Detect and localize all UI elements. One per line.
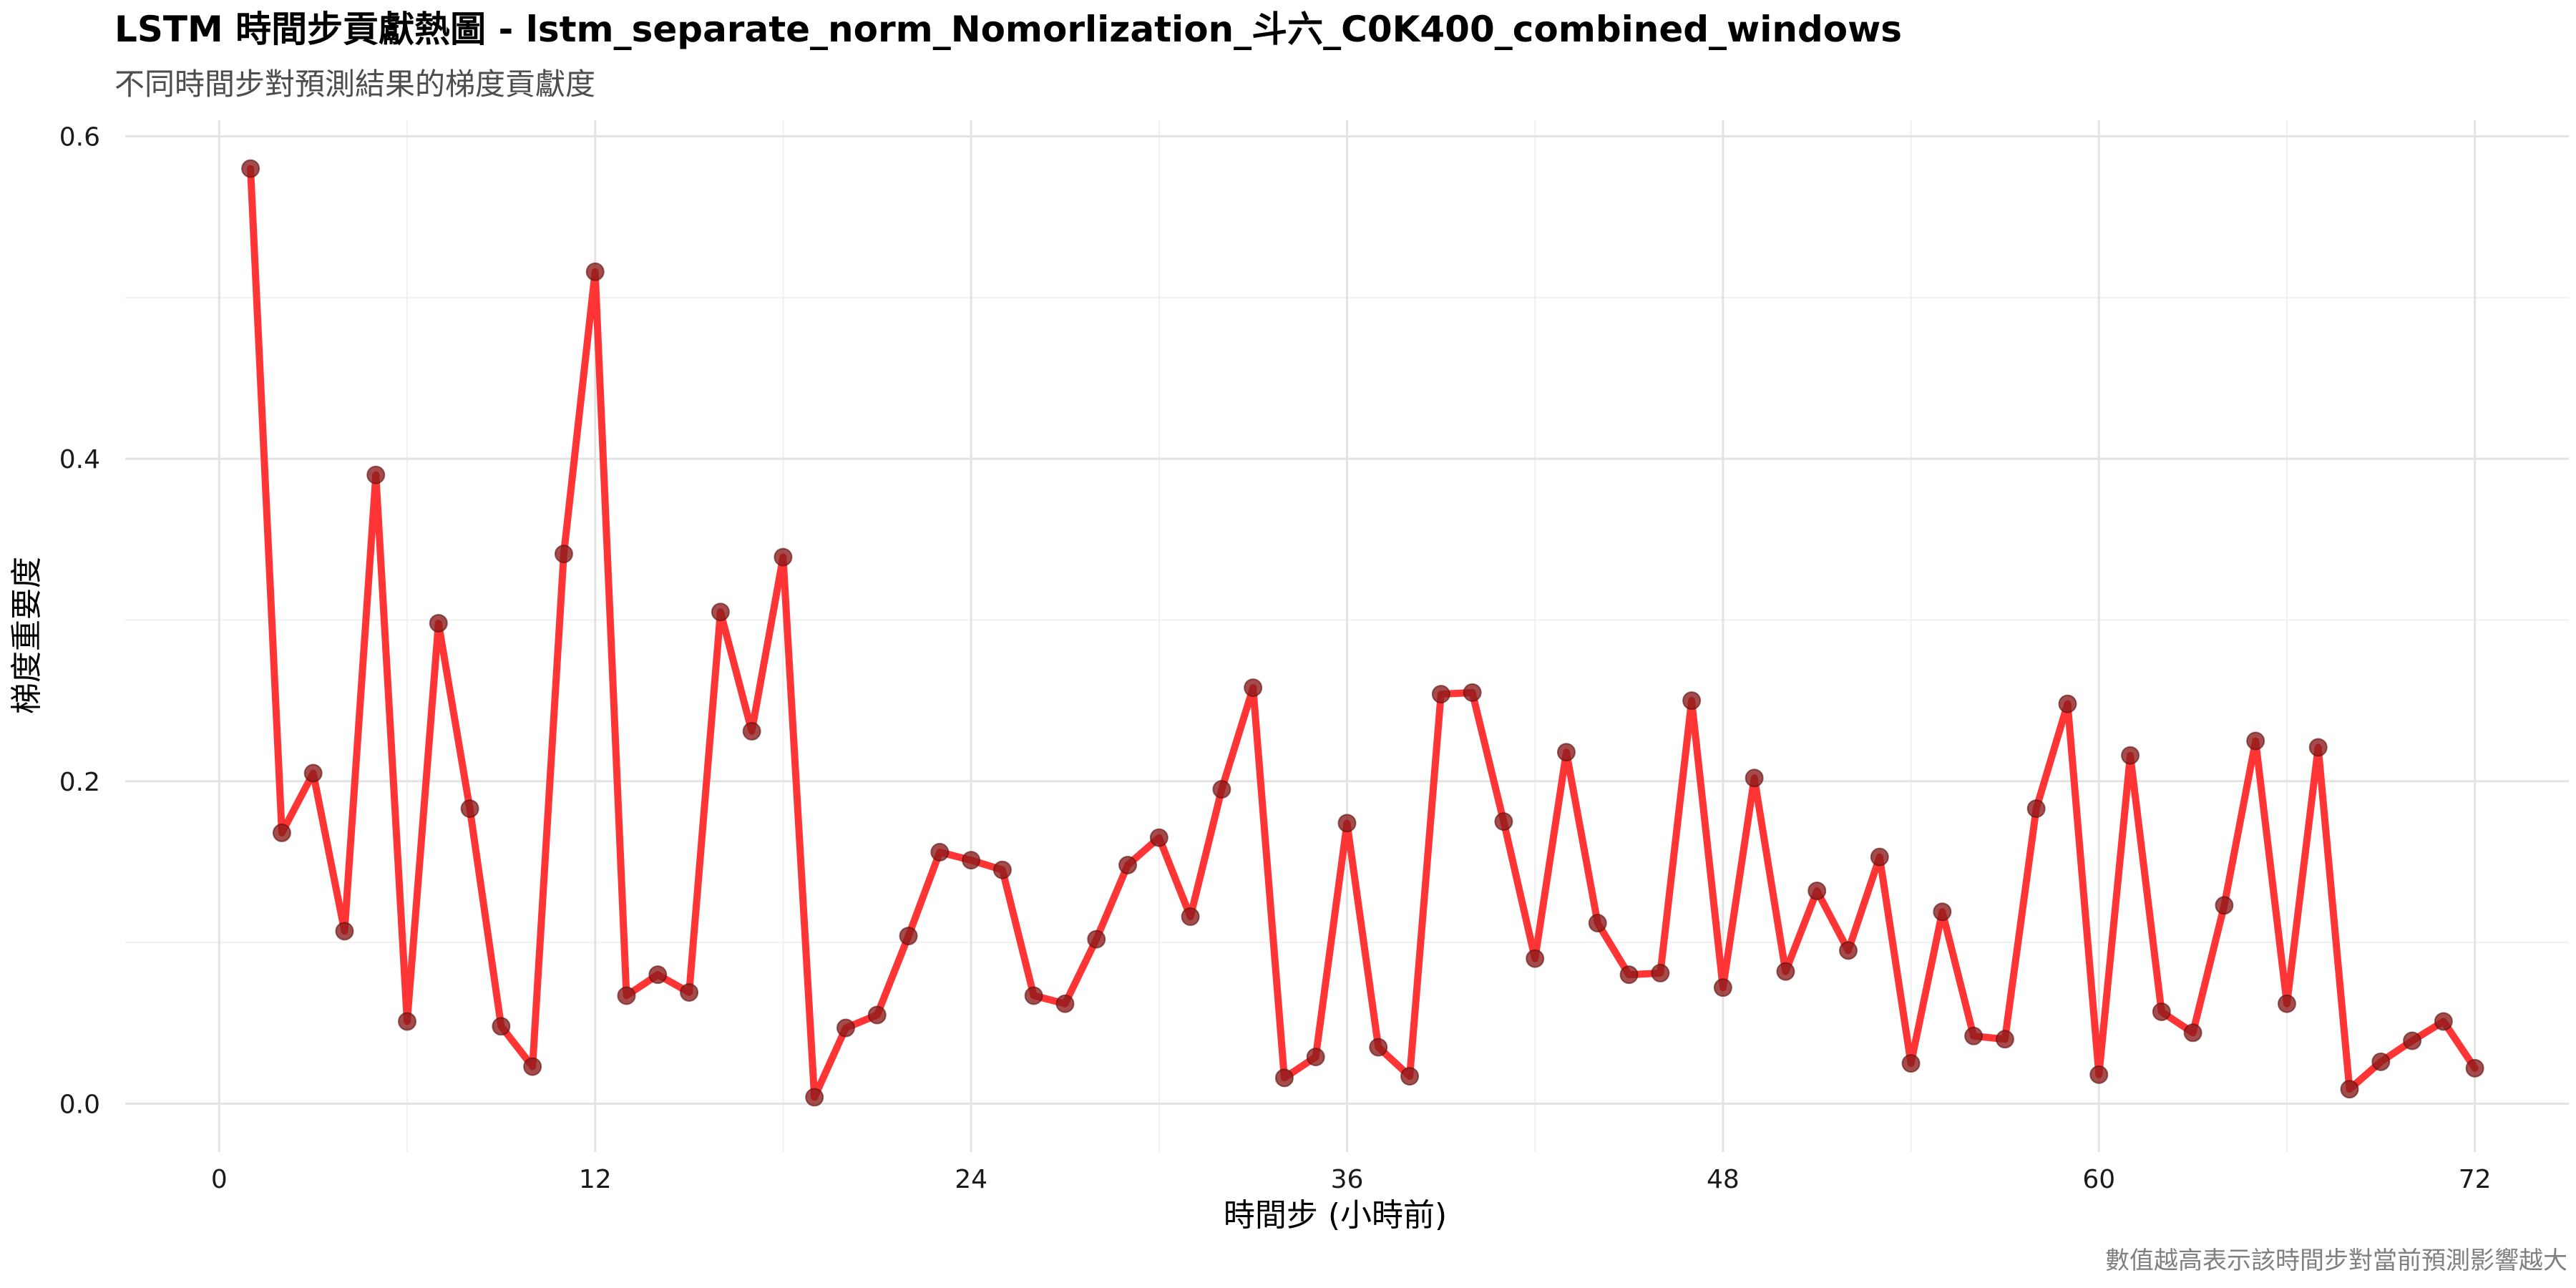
data-point — [2371, 1052, 2391, 1071]
series-layer — [241, 159, 2484, 1107]
data-point — [366, 465, 386, 484]
data-point — [1588, 914, 1607, 933]
data-point — [272, 823, 291, 842]
data-point — [1149, 828, 1169, 847]
data-point — [1682, 691, 1702, 711]
x-tick-label: 36 — [1331, 1165, 1364, 1194]
data-point — [1526, 949, 1545, 968]
data-point — [2089, 1065, 2109, 1084]
data-point — [1839, 941, 1858, 960]
data-point — [867, 1005, 887, 1025]
data-point — [2058, 694, 2077, 713]
data-point — [1055, 994, 1075, 1013]
data-point — [1901, 1054, 1921, 1073]
data-point — [1463, 683, 1482, 702]
x-tick-label: 12 — [579, 1165, 612, 1194]
x-tick-label: 72 — [2459, 1165, 2492, 1194]
data-point — [2183, 1023, 2202, 1043]
data-point — [303, 763, 323, 783]
data-point — [585, 262, 605, 281]
data-point — [2026, 799, 2046, 819]
data-point — [1431, 685, 1450, 704]
data-point — [460, 799, 479, 819]
data-point — [2434, 1012, 2453, 1031]
data-point — [1118, 855, 1138, 874]
data-point — [711, 602, 730, 622]
chart-subtitle: 不同時間步對預測結果的梯度貢獻度 — [114, 67, 595, 102]
data-point — [1212, 780, 1231, 799]
data-point — [2403, 1031, 2422, 1050]
data-point — [2246, 731, 2265, 751]
data-point — [774, 547, 793, 567]
data-point — [429, 613, 448, 633]
data-point — [1306, 1048, 1325, 1067]
data-point — [1776, 962, 1795, 981]
data-point — [680, 982, 699, 1002]
data-point — [1400, 1067, 1420, 1086]
axis-layer: 0 12 24 36 48 60 72 0.0 0.2 0.4 0.6 — [59, 123, 2492, 1194]
data-point — [1651, 963, 1670, 982]
data-point — [1870, 847, 1889, 867]
data-point — [805, 1088, 824, 1107]
data-point — [241, 159, 260, 178]
data-point — [1024, 986, 1043, 1005]
data-point — [2215, 896, 2234, 915]
data-point — [2121, 746, 2140, 765]
data-point — [930, 842, 950, 862]
data-point — [899, 927, 918, 946]
data-point — [742, 721, 761, 741]
data-point — [2152, 1002, 2171, 1021]
data-point — [1244, 678, 1263, 698]
data-point — [398, 1012, 417, 1031]
data-point — [2340, 1080, 2359, 1099]
data-point — [1556, 743, 1576, 762]
data-point — [1337, 814, 1357, 833]
data-point — [1964, 1026, 1984, 1045]
data-point — [836, 1018, 855, 1038]
data-point — [648, 965, 668, 985]
gradient-importance-line — [247, 165, 2479, 1101]
data-point — [962, 851, 981, 870]
data-point — [1369, 1038, 1388, 1057]
x-tick-label: 60 — [2082, 1165, 2115, 1194]
text-layer: LSTM 時間步貢獻熱圖 - lstm_separate_norm_Nomorl… — [9, 9, 2567, 1275]
y-tick-label: 0.2 — [59, 768, 100, 797]
data-point — [1933, 902, 1952, 922]
y-tick-label: 0.4 — [59, 445, 100, 474]
data-point — [1995, 1030, 2014, 1049]
data-point — [1713, 978, 1732, 997]
x-tick-label: 0 — [211, 1165, 228, 1194]
data-point — [992, 860, 1012, 879]
chart-caption: 數值越高表示該時間步對當前預測影響越大 — [2105, 1246, 2567, 1275]
data-point — [2465, 1058, 2484, 1078]
y-tick-label: 0.6 — [59, 123, 100, 152]
x-tick-label: 24 — [955, 1165, 987, 1194]
y-axis-label: 梯度重要度 — [9, 557, 45, 714]
data-point — [1494, 812, 1513, 831]
data-point — [554, 545, 573, 564]
x-tick-label: 48 — [1707, 1165, 1740, 1194]
data-point — [2277, 994, 2296, 1013]
data-point — [1087, 930, 1106, 949]
data-point — [2308, 738, 2328, 757]
data-point — [1619, 965, 1639, 985]
data-point — [1274, 1068, 1294, 1088]
x-axis-label: 時間步 (小時前) — [1224, 1197, 1447, 1234]
data-point — [617, 986, 636, 1005]
data-point — [1807, 881, 1827, 900]
y-tick-label: 0.0 — [59, 1090, 100, 1119]
data-point — [523, 1057, 542, 1076]
data-point — [1745, 769, 1764, 788]
chart-title: LSTM 時間步貢獻熱圖 - lstm_separate_norm_Nomorl… — [114, 9, 1902, 50]
data-point — [335, 922, 354, 941]
data-point — [492, 1017, 511, 1036]
data-point — [1181, 907, 1200, 927]
